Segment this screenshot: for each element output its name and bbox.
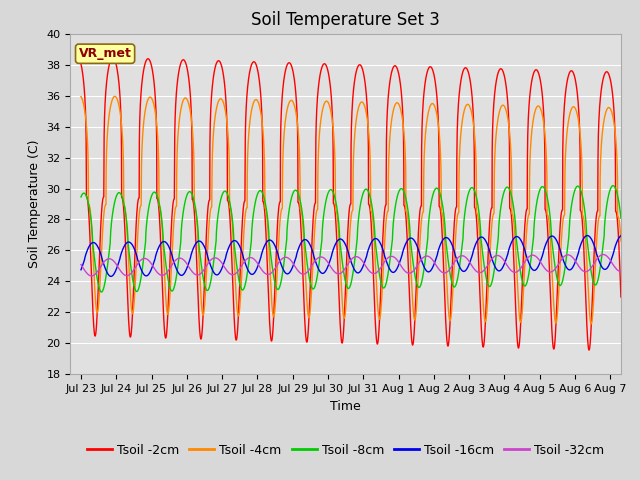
- X-axis label: Time: Time: [330, 400, 361, 413]
- Y-axis label: Soil Temperature (C): Soil Temperature (C): [28, 140, 41, 268]
- Legend: Tsoil -2cm, Tsoil -4cm, Tsoil -8cm, Tsoil -16cm, Tsoil -32cm: Tsoil -2cm, Tsoil -4cm, Tsoil -8cm, Tsoi…: [82, 439, 609, 462]
- Title: Soil Temperature Set 3: Soil Temperature Set 3: [251, 11, 440, 29]
- Text: VR_met: VR_met: [79, 47, 132, 60]
